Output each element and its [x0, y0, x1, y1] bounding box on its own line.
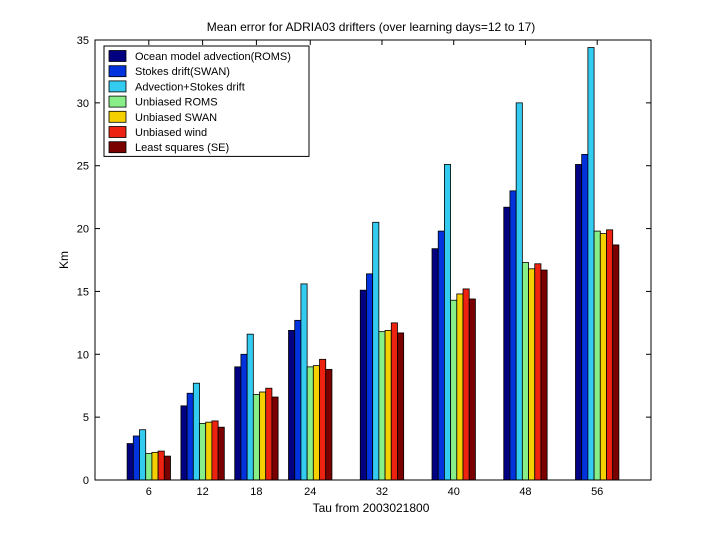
y-tick-label: 5	[83, 412, 89, 424]
plot-area-frame	[94, 39, 652, 481]
bar	[515, 102, 523, 481]
bar	[246, 333, 254, 481]
bar	[163, 455, 171, 481]
bar	[606, 229, 614, 481]
legend-swatch	[108, 95, 127, 108]
bar	[612, 244, 620, 481]
x-tick-label: 24	[304, 486, 316, 498]
bar	[431, 248, 439, 481]
bar	[384, 329, 392, 481]
bar	[462, 288, 470, 481]
legend-label: Stokes drift(SWAN)	[135, 66, 230, 78]
bar	[271, 396, 279, 481]
bar	[259, 391, 267, 481]
bar	[587, 47, 595, 481]
legend-label: Least squares (SE)	[135, 142, 229, 154]
bar	[325, 368, 333, 481]
bar	[217, 426, 225, 481]
bar	[450, 299, 458, 481]
y-tick-label: 15	[77, 286, 89, 298]
bar	[575, 164, 583, 481]
legend-label: Advection+Stokes drift	[135, 81, 245, 93]
y-tick-label: 20	[77, 224, 89, 236]
bar	[180, 405, 188, 481]
axis-ticks: 0 5 10 15 20 25 30 35 6 12 18 24 32 40 48 56	[77, 35, 651, 498]
x-axis-label: Tau from 2003021800	[313, 501, 430, 515]
legend-swatch	[108, 126, 127, 138]
bar	[366, 273, 374, 481]
bar	[456, 293, 464, 481]
bar	[468, 298, 476, 481]
x-tick-label: 12	[196, 486, 208, 498]
bar	[378, 331, 386, 481]
y-tick-label: 35	[77, 35, 89, 47]
legend-label: Unbiased ROMS	[135, 97, 218, 109]
bar	[397, 332, 405, 481]
bar	[205, 421, 213, 481]
y-tick-label: 0	[83, 475, 89, 487]
legend-swatch	[108, 141, 127, 154]
bar	[509, 190, 517, 481]
bar	[211, 420, 219, 481]
y-axis-label: Km	[57, 251, 71, 269]
bar	[319, 358, 327, 481]
legend-swatch	[108, 50, 127, 62]
bar	[145, 453, 153, 481]
x-tick-label: 6	[146, 486, 152, 498]
bar	[540, 269, 548, 481]
bar	[234, 366, 242, 481]
chart-title: Mean error for ADRIA03 drifters (over le…	[207, 20, 536, 34]
bar	[186, 392, 194, 481]
legend-box	[103, 45, 310, 157]
y-tick-label: 10	[77, 349, 89, 361]
bar	[503, 206, 511, 481]
bar	[288, 329, 296, 481]
bar	[265, 387, 273, 481]
x-tick-label: 18	[250, 486, 262, 498]
bar	[444, 164, 452, 481]
bar	[199, 423, 207, 481]
bar	[581, 153, 589, 481]
bar	[593, 230, 601, 481]
legend: Ocean model advection(ROMS) Stokes drift(…	[103, 45, 310, 157]
bar	[252, 394, 260, 481]
bar	[126, 443, 134, 481]
legend-label: Unbiased wind	[135, 127, 207, 139]
bar	[599, 233, 607, 481]
bar	[372, 221, 380, 481]
bar	[312, 365, 320, 481]
x-tick-label: 32	[376, 486, 388, 498]
bar	[390, 322, 398, 481]
bar	[139, 429, 147, 481]
x-tick-label: 48	[519, 486, 531, 498]
bar	[534, 263, 542, 481]
x-tick-label: 56	[591, 486, 603, 498]
x-tick-label: 40	[448, 486, 460, 498]
legend-label: Unbiased SWAN	[135, 112, 217, 124]
bar	[306, 366, 314, 481]
bar	[528, 268, 536, 481]
legend-swatch	[108, 110, 127, 123]
bar	[151, 451, 159, 481]
bar	[437, 230, 445, 481]
bar	[359, 289, 367, 481]
legend-swatch	[108, 80, 127, 93]
legend-swatch	[108, 65, 127, 78]
bar	[157, 450, 165, 481]
bar	[240, 353, 248, 481]
bar	[300, 283, 308, 481]
bar	[294, 319, 302, 481]
bar	[132, 435, 140, 481]
y-tick-label: 30	[77, 98, 89, 110]
y-tick-label: 25	[77, 161, 89, 173]
legend-label: Ocean model advection(ROMS)	[135, 51, 291, 63]
bar	[192, 382, 200, 481]
bar	[521, 262, 529, 481]
